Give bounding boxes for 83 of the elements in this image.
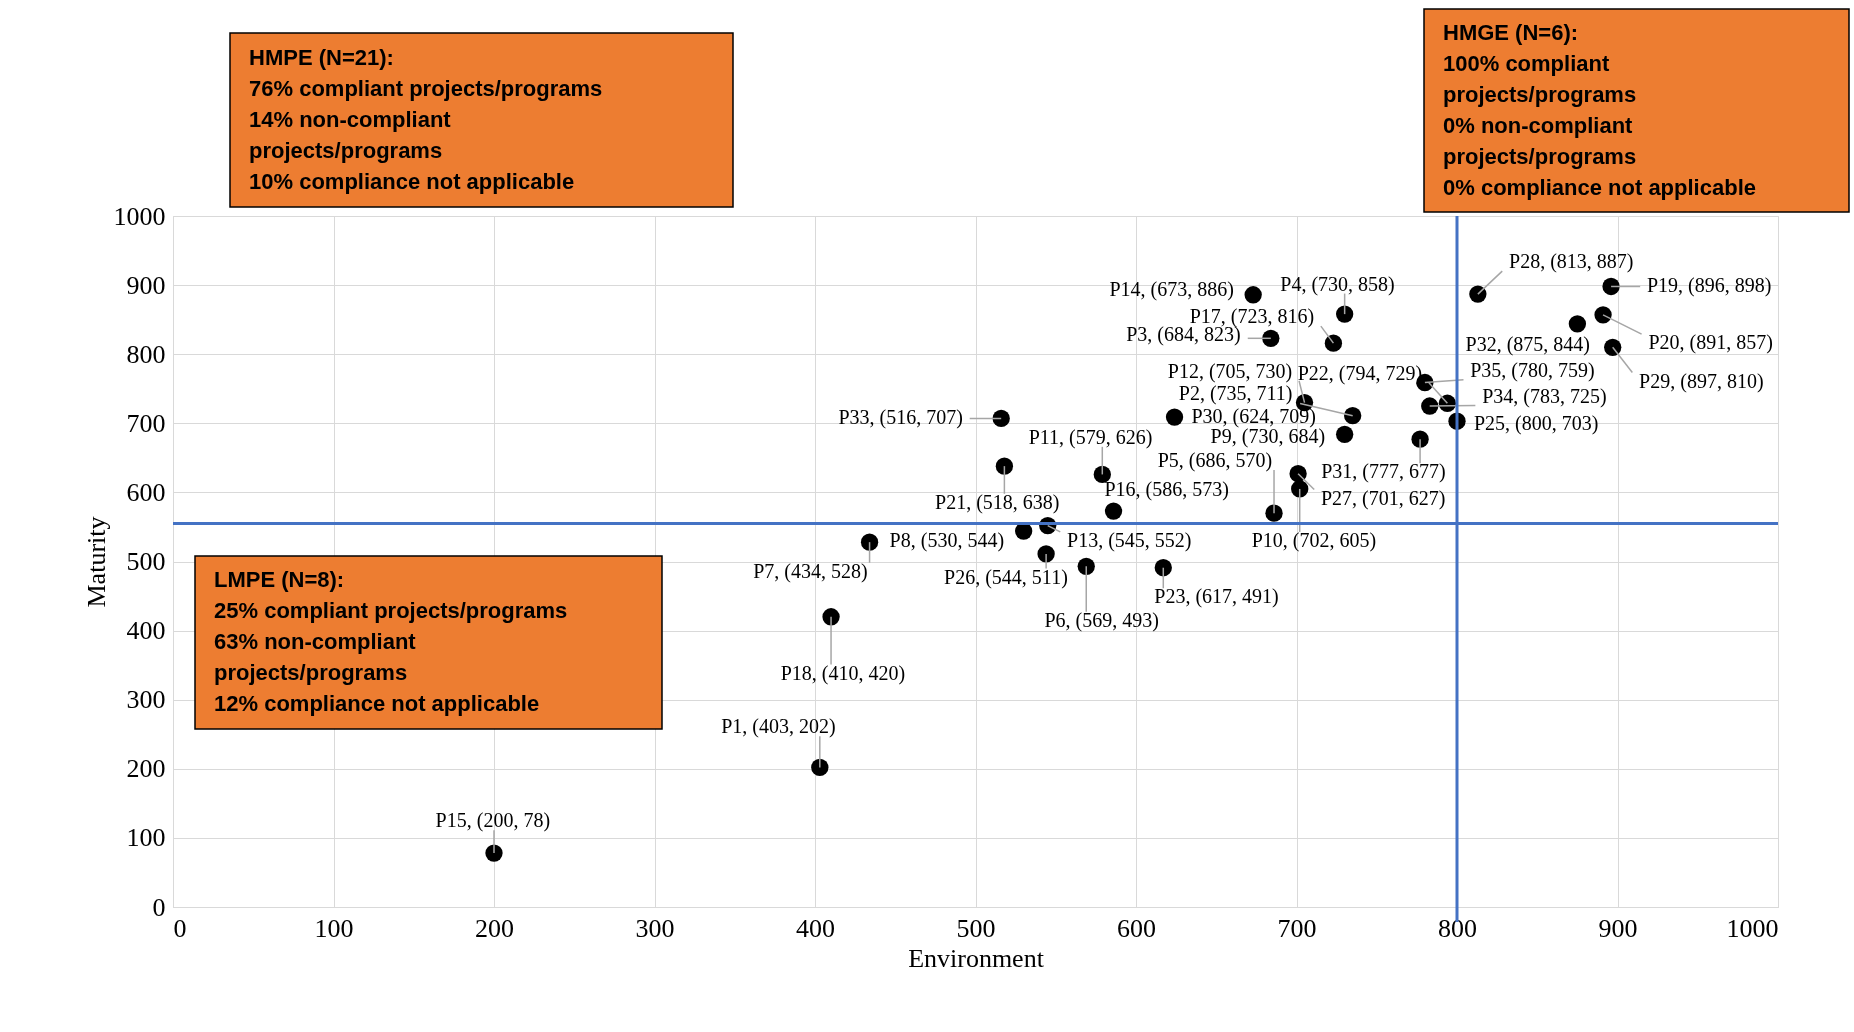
data-label: P15, (200, 78): [435, 809, 551, 833]
point: [1469, 285, 1487, 303]
data-label: P10, (702, 605): [1251, 528, 1377, 552]
data-label: P30, (624, 709): [1191, 405, 1316, 429]
data-label: P12, (705, 730): [1167, 359, 1293, 383]
x-tick-label: 1000: [1726, 913, 1779, 943]
y-tick-label: 600: [126, 477, 166, 507]
x-tick-label: 800: [1438, 913, 1477, 943]
y-tick-label: 700: [126, 408, 166, 438]
data-label: P11, (579, 626): [1028, 425, 1153, 449]
annotation: LMPE (N=8): 25% compliant projects/programs 63% non-compliant projects/programs 12% compliance not applicable: [214, 567, 568, 716]
x-tick-label: 300: [635, 913, 675, 943]
data-label: P19, (896, 898): [1646, 274, 1772, 298]
point: [1037, 545, 1055, 563]
point: [1077, 557, 1095, 575]
point: [1262, 329, 1280, 347]
x-tick-label: 0: [173, 913, 187, 943]
data-label: P4, (730, 858): [1280, 272, 1395, 296]
data-label: P13, (545, 552): [1067, 528, 1192, 552]
y-tick-label: 300: [126, 685, 166, 715]
point: [1594, 306, 1612, 324]
data-label: P34, (783, 725): [1482, 384, 1607, 408]
y-tick-label: 900: [126, 270, 166, 300]
x-tick-label: 100: [314, 913, 354, 943]
x-tick-label: 700: [1277, 913, 1317, 943]
point: [1265, 504, 1283, 522]
x-tick-label: 600: [1117, 913, 1156, 943]
data-label: P31, (777, 677): [1321, 460, 1446, 484]
point: [1104, 502, 1123, 520]
data-label: P18, (410, 420): [780, 661, 906, 685]
point: [1291, 480, 1309, 498]
point: [1335, 425, 1354, 443]
data-label: P2, (735, 711): [1178, 382, 1293, 406]
data-label: P28, (813, 887): [1509, 250, 1634, 274]
data-label: P26, (544, 511): [944, 565, 1068, 589]
point: [992, 409, 1010, 428]
x-tick-label: 900: [1598, 913, 1638, 943]
point: [1165, 408, 1184, 426]
text: HMGE (N=6): 100% compliant projects/programs 0% non-compliant projects/programs 0% compliance not applicable: [1443, 20, 1756, 200]
point: [1344, 407, 1362, 425]
point: [1289, 465, 1307, 483]
point: [1604, 338, 1622, 356]
point: [1568, 315, 1587, 333]
data-label: P29, (897, 810): [1639, 369, 1764, 393]
data-label: P5, (686, 570): [1157, 449, 1273, 473]
x-tick-label: 200: [475, 913, 514, 943]
data-label: P14, (673, 886): [1109, 278, 1234, 302]
data-label: P35, (780, 759): [1470, 358, 1595, 382]
data-label: P32, (875, 844): [1465, 333, 1590, 357]
y-tick-label: 500: [126, 547, 166, 576]
data-label: P7, (434, 528): [753, 559, 868, 583]
data-label: P33, (516, 707): [838, 406, 963, 430]
data-label: P27, (701, 627): [1320, 486, 1446, 510]
data-label: P6, (569, 493): [1044, 608, 1159, 632]
data-label: P8, (530, 544): [889, 528, 1005, 552]
point: [1335, 305, 1354, 323]
point: [1324, 334, 1343, 352]
point: [811, 758, 829, 777]
text: HMPE (N=21): 76% compliant projects/programs 14% non-compliant projects/programs 10% compliance not applicable: [249, 45, 603, 194]
data-label: P16, (586, 573): [1104, 477, 1229, 501]
data-label: P23, (617, 491): [1154, 585, 1279, 609]
point: [860, 533, 879, 551]
x-tick-label: 500: [956, 913, 996, 943]
y-tick-label: 200: [126, 754, 166, 784]
data-label: P25, (800, 703): [1473, 411, 1599, 435]
point: [1421, 397, 1439, 415]
y-tick-label: 800: [126, 339, 166, 369]
point: [1602, 277, 1620, 296]
x-axis-title: Environment: [908, 943, 1045, 973]
x-tick-label: 400: [796, 913, 835, 943]
y-tick-label: 0: [152, 892, 166, 922]
y-axis-title: Maturity: [81, 516, 111, 608]
point: [995, 457, 1014, 475]
point: [1154, 559, 1172, 577]
point: [1244, 286, 1262, 304]
y-tick-label: 400: [126, 616, 166, 646]
point: [1093, 465, 1111, 484]
data-label: P1, (403, 202): [721, 715, 836, 739]
data-label: P20, (891, 857): [1648, 331, 1773, 355]
y-tick-label: 1000: [113, 201, 166, 231]
y-tick-label: 100: [126, 823, 166, 853]
point: [822, 608, 840, 626]
data-label: P21, (518, 638): [935, 490, 1060, 514]
